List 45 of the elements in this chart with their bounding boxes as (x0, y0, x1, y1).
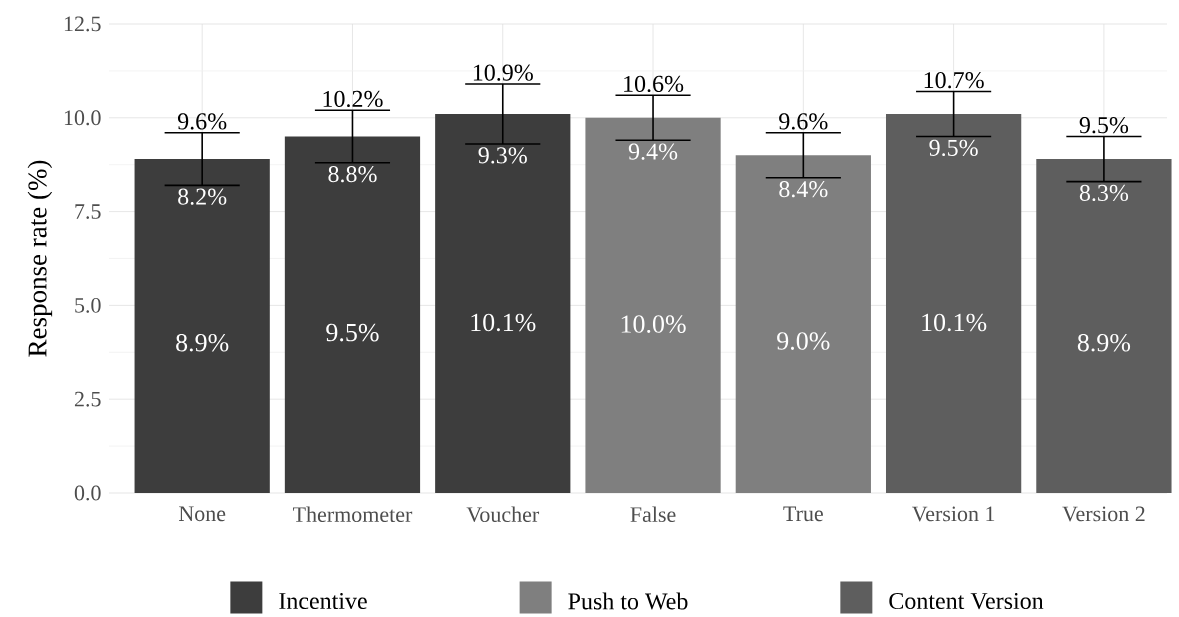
y-tick-label: 5.0 (75, 298, 101, 314)
annotation: 8.8% (328, 166, 377, 183)
annotation: 10.9% (473, 64, 533, 82)
annotation: 10.2% (323, 91, 383, 108)
legend-label: Content Version (889, 593, 1044, 610)
data-label: 8.9% (1077, 334, 1131, 352)
x-tick-label: Version 1 (912, 506, 995, 522)
bar (435, 114, 571, 494)
y-tick-label: 2.5 (74, 392, 101, 407)
bar (284, 136, 421, 494)
annotation: 9.3% (478, 147, 527, 164)
data-label: 9.5% (326, 324, 379, 342)
data-label: 10.1% (471, 313, 536, 332)
y-tick-label: 0.0 (74, 485, 101, 501)
annotation: 9.4% (628, 143, 678, 161)
annotation: 9.5% (1079, 117, 1129, 134)
data-label: 8.9% (176, 334, 229, 352)
bar (585, 118, 721, 494)
annotation: 9.6% (779, 113, 828, 130)
x-tick-label: Version 2 (1062, 506, 1145, 522)
annotation: 9.6% (177, 113, 227, 130)
annotation: 10.6% (624, 76, 684, 93)
y-axis-title: Response rate (%) (27, 160, 53, 357)
data-label: 10.0% (621, 315, 686, 334)
annotation: 10.7% (924, 72, 984, 89)
bar (134, 159, 270, 494)
x-tick-label: True (783, 506, 823, 522)
data-label: 10.1% (922, 313, 987, 332)
annotation: 9.5% (929, 139, 978, 157)
legend-label: Push to Web (568, 592, 688, 610)
legend-label: Incentive (279, 593, 367, 610)
y-tick-label: 12.5 (64, 16, 101, 32)
x-tick-label: Voucher (466, 506, 540, 523)
y-tick-label: 10.0 (64, 110, 101, 126)
data-label: 9.0% (777, 332, 830, 351)
bar (735, 155, 871, 494)
y-tick-label: 7.5 (75, 204, 101, 220)
x-tick-label: False (630, 506, 676, 523)
annotation: 8.4% (779, 181, 828, 198)
x-tick-label: None (179, 506, 226, 522)
annotation: 8.3% (1079, 185, 1129, 202)
annotation: 8.2% (178, 188, 227, 206)
bar (885, 114, 1022, 494)
bar (1036, 159, 1172, 494)
x-tick-label: Thermometer (293, 506, 413, 523)
